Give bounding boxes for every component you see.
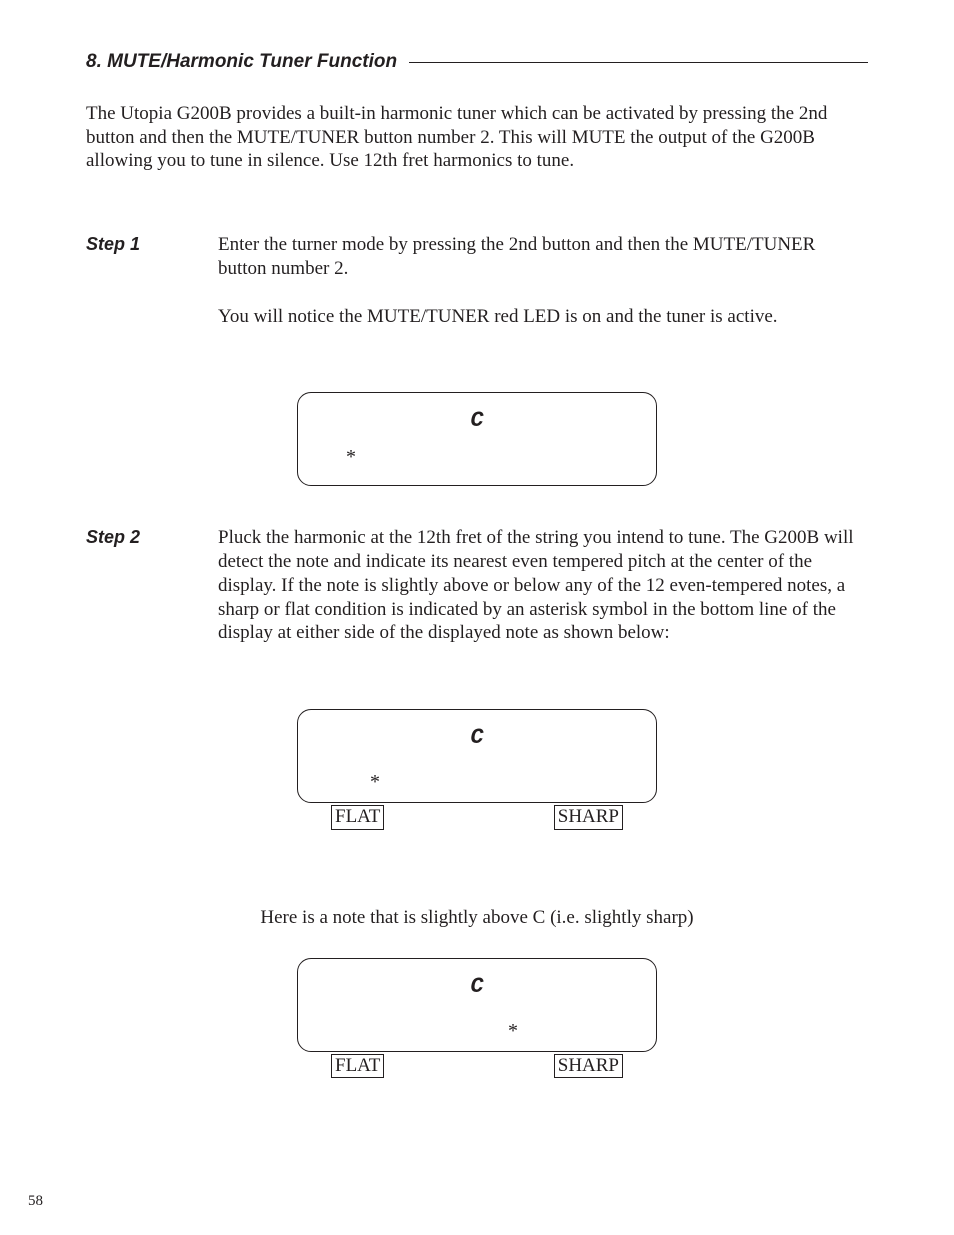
sharp-label: SHARP: [554, 805, 623, 830]
step-2-body: Pluck the harmonic at the 12th fret of t…: [218, 526, 868, 669]
step-2-label: Step 2: [86, 527, 140, 547]
step-label-col: Step 2: [86, 526, 218, 550]
asterisk-icon: *: [370, 770, 380, 795]
display-label-row: FLAT SHARP: [297, 805, 657, 830]
step-1-label: Step 1: [86, 234, 140, 254]
display-box: C *: [297, 958, 657, 1052]
step-1-para-2: You will notice the MUTE/TUNER red LED i…: [218, 305, 868, 329]
display-box: C *: [297, 709, 657, 803]
step-label-col: Step 1: [86, 233, 218, 257]
tuner-display-1: C *: [297, 392, 657, 486]
asterisk-icon: *: [508, 1019, 518, 1044]
step-2: Step 2 Pluck the harmonic at the 12th fr…: [86, 526, 868, 669]
step-1-para-1: Enter the turner mode by pressing the 2n…: [218, 233, 868, 281]
section-title-text: MUTE/Harmonic Tuner Function: [107, 51, 397, 72]
display-box: C *: [297, 392, 657, 486]
section-number: 8.: [86, 51, 102, 72]
asterisk-icon: *: [346, 445, 356, 470]
note-glyph: C: [470, 407, 483, 435]
sharp-label: SHARP: [554, 1054, 623, 1079]
display-label-row: FLAT SHARP: [297, 1054, 657, 1079]
flat-label: FLAT: [331, 1054, 384, 1079]
intro-paragraph: The Utopia G200B provides a built-in har…: [86, 102, 868, 173]
step-1-body: Enter the turner mode by pressing the 2n…: [218, 233, 868, 352]
note-glyph: C: [470, 973, 483, 1001]
section-rule: [409, 62, 868, 63]
tuner-display-3: C * FLAT SHARP: [297, 958, 657, 1079]
flat-label: FLAT: [331, 805, 384, 830]
step-1: Step 1 Enter the turner mode by pressing…: [86, 233, 868, 352]
step-2-para-1: Pluck the harmonic at the 12th fret of t…: [218, 526, 868, 645]
page-number: 58: [28, 1192, 43, 1211]
tuner-display-2: C * FLAT SHARP: [297, 709, 657, 830]
note-glyph: C: [470, 724, 483, 752]
section-title: 8. MUTE/Harmonic Tuner Function: [86, 50, 409, 74]
sharp-example-caption: Here is a note that is slightly above C …: [86, 906, 868, 930]
section-header: 8. MUTE/Harmonic Tuner Function: [86, 50, 868, 74]
